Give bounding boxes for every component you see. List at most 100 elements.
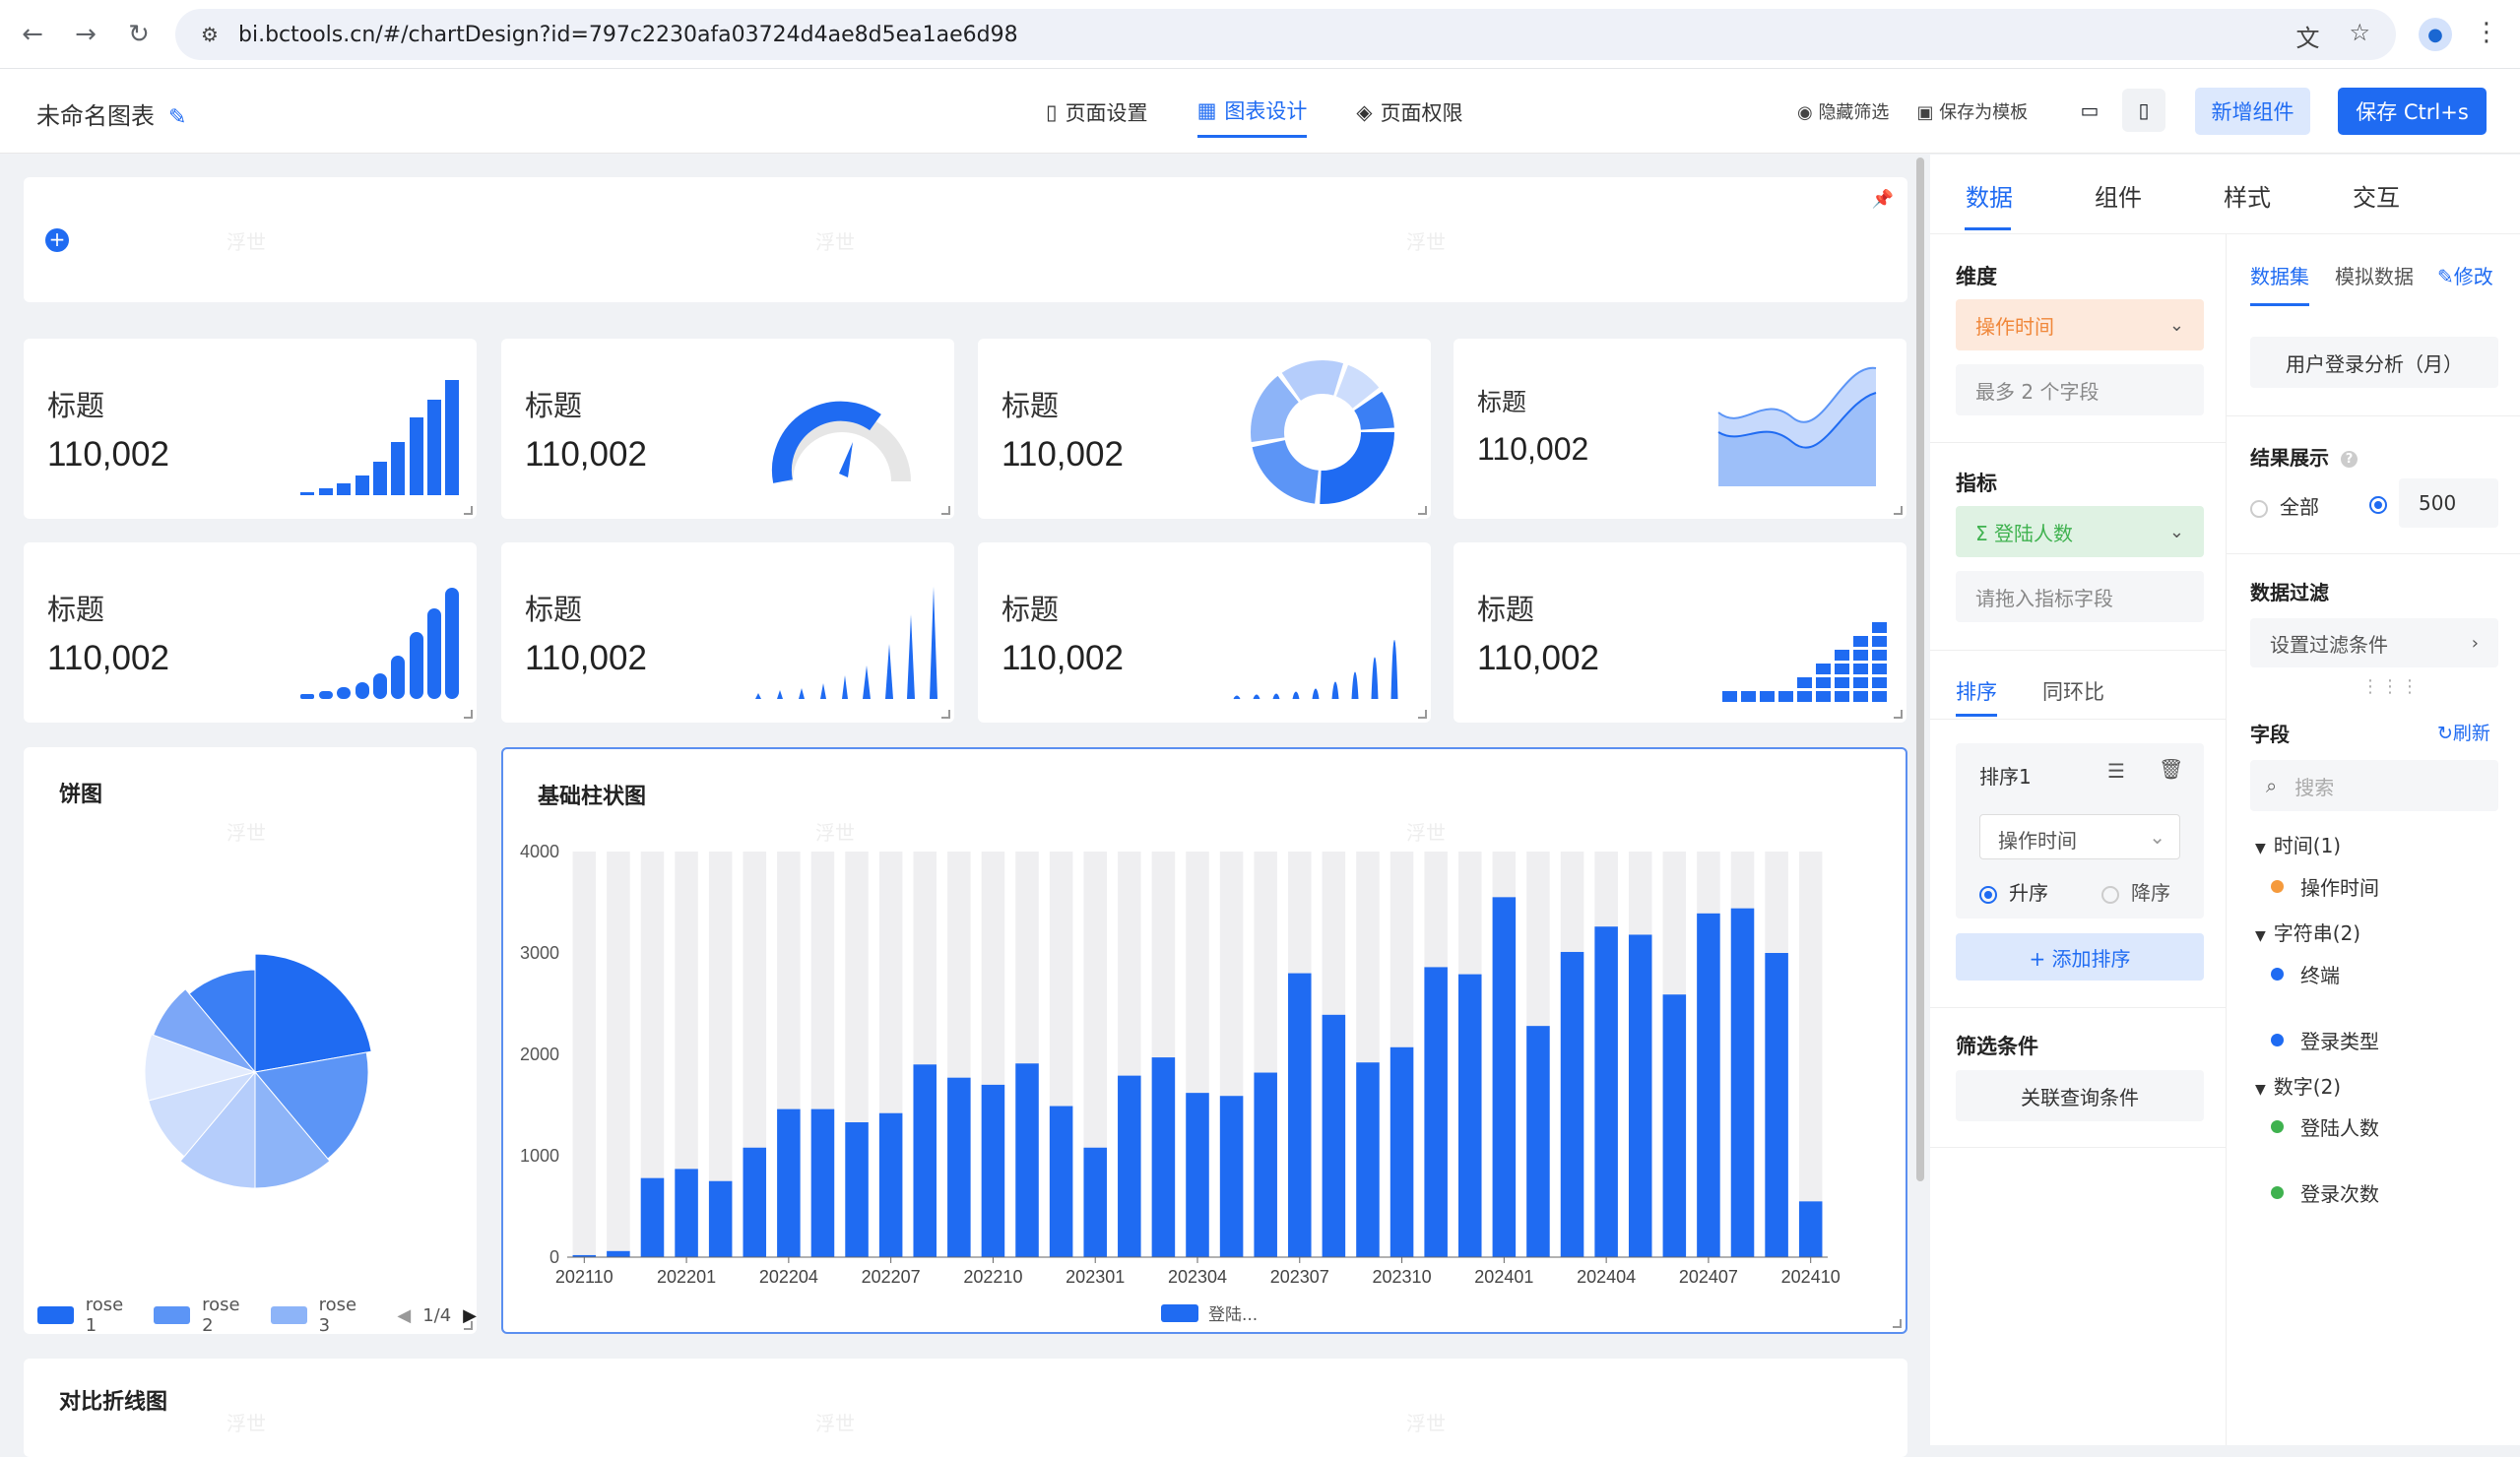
pie-slice[interactable] bbox=[179, 1070, 256, 1189]
sort-order-icon[interactable]: ☰ bbox=[2107, 759, 2125, 783]
bar[interactable] bbox=[1049, 1106, 1073, 1257]
kpi-card[interactable]: 标题 110,002 bbox=[978, 542, 1431, 723]
legend-prev-icon[interactable]: ◀ bbox=[397, 1304, 412, 1326]
bar[interactable] bbox=[1798, 1201, 1823, 1257]
tab-page-settings[interactable]: ▯ 页面设置 bbox=[1046, 95, 1148, 138]
field-group-time[interactable]: ▼ 时间(1) bbox=[2255, 830, 2341, 858]
kpi-card[interactable]: 标题 110,002 bbox=[978, 339, 1431, 519]
tab-yoy[interactable]: 同环比 bbox=[2042, 680, 2104, 704]
bookmark-star-icon[interactable]: ☆ bbox=[2349, 19, 2370, 46]
edit-name-icon[interactable]: ✎ bbox=[168, 105, 187, 130]
bar-chart-card[interactable]: 基础柱状图 0 1000 2000 3000 4000 202110 202201 20220… bbox=[501, 747, 1907, 1334]
desc-radio[interactable]: 降序 bbox=[2101, 877, 2170, 906]
translate-icon[interactable]: 文 bbox=[2295, 25, 2320, 52]
bar[interactable] bbox=[1730, 908, 1755, 1257]
legend-item[interactable]: rose 2 bbox=[202, 1295, 240, 1336]
url-text[interactable]: bi.bctools.cn/#/chartDesign?id=797c2230a… bbox=[238, 22, 1018, 47]
sort-field-select[interactable]: 操作时间 ⌄ bbox=[1979, 814, 2180, 859]
asc-radio[interactable]: 升序 bbox=[1979, 877, 2048, 906]
dimension-field[interactable]: 操作时间 ⌄ bbox=[1956, 299, 2204, 350]
mobile-view-icon[interactable]: ▯ bbox=[2122, 89, 2165, 132]
kpi-card[interactable]: 标题 110,002 bbox=[501, 542, 954, 723]
bar[interactable] bbox=[708, 1180, 733, 1257]
site-settings-icon[interactable]: ⚙ bbox=[201, 23, 219, 46]
add-component-button[interactable]: 新增组件 bbox=[2195, 88, 2310, 135]
bar[interactable] bbox=[1288, 973, 1312, 1257]
browser-menu-icon[interactable]: ⋮ bbox=[2474, 18, 2499, 47]
kpi-card[interactable]: 标题 110,002 bbox=[1454, 542, 1906, 723]
bar[interactable] bbox=[1526, 1026, 1550, 1257]
field-item[interactable]: 操作时间 bbox=[2271, 872, 2379, 901]
save-template-button[interactable]: ▣ 保存为模板 bbox=[1916, 98, 2028, 124]
resize-handle[interactable] bbox=[941, 506, 950, 515]
edit-dataset-button[interactable]: ✎修改 bbox=[2437, 261, 2493, 289]
bar[interactable] bbox=[777, 1109, 801, 1257]
field-group-string[interactable]: ▼ 字符串(2) bbox=[2255, 918, 2360, 946]
pie-slice[interactable] bbox=[254, 1070, 331, 1189]
tab-component[interactable]: 组件 bbox=[2095, 184, 2142, 212]
address-bar[interactable]: ⚙ bi.bctools.cn/#/chartDesign?id=797c223… bbox=[175, 9, 2396, 60]
field-item[interactable]: 登陆人数 bbox=[2271, 1112, 2379, 1141]
bar[interactable] bbox=[1594, 926, 1618, 1257]
kpi-card[interactable]: 标题 110,002 bbox=[1454, 339, 1906, 519]
resize-handle[interactable] bbox=[1893, 1319, 1902, 1328]
bar[interactable] bbox=[1186, 1093, 1209, 1257]
bar[interactable] bbox=[1389, 1046, 1414, 1257]
tab-dataset[interactable]: 数据集 bbox=[2250, 261, 2309, 306]
save-button[interactable]: 保存 Ctrl+s bbox=[2338, 88, 2487, 135]
field-group-number[interactable]: ▼ 数字(2) bbox=[2255, 1071, 2341, 1100]
bar[interactable] bbox=[1015, 1063, 1039, 1257]
bar[interactable] bbox=[675, 1169, 698, 1257]
dimension-dropzone[interactable]: 最多 2 个字段 bbox=[1956, 364, 2204, 415]
bar[interactable] bbox=[1697, 913, 1720, 1257]
profile-avatar-icon[interactable]: ● bbox=[2419, 18, 2452, 51]
line-chart-card[interactable]: 对比折线图 bbox=[24, 1359, 1907, 1457]
pie-slice[interactable] bbox=[254, 1051, 369, 1160]
result-all-radio[interactable]: 全部 bbox=[2250, 491, 2319, 520]
bar[interactable] bbox=[1322, 1014, 1346, 1257]
field-item[interactable]: 登录次数 bbox=[2271, 1178, 2379, 1207]
kpi-card[interactable]: 标题 110,002 bbox=[24, 339, 477, 519]
pie-slice[interactable] bbox=[144, 1034, 257, 1102]
bar[interactable] bbox=[1219, 1096, 1244, 1257]
bar[interactable] bbox=[1560, 951, 1584, 1257]
bar[interactable] bbox=[1628, 934, 1652, 1257]
bar[interactable] bbox=[1424, 967, 1448, 1257]
result-limit-input[interactable]: 500 bbox=[2399, 478, 2498, 528]
dataset-select[interactable]: 用户登录分析（月） bbox=[2250, 337, 2498, 388]
bar[interactable] bbox=[1151, 1057, 1176, 1257]
refresh-button[interactable]: ↻刷新 bbox=[2437, 719, 2490, 745]
bar[interactable] bbox=[845, 1122, 869, 1257]
bar[interactable] bbox=[1356, 1062, 1380, 1257]
resize-handle[interactable] bbox=[1418, 710, 1427, 719]
tab-sort[interactable]: 排序 bbox=[1956, 676, 1997, 717]
help-icon[interactable]: ? bbox=[2341, 451, 2358, 468]
pin-icon[interactable]: 📌 bbox=[1871, 189, 1894, 210]
tab-mock-data[interactable]: 模拟数据 bbox=[2335, 265, 2414, 288]
resize-handle[interactable] bbox=[1894, 710, 1903, 719]
result-limit-radio[interactable] bbox=[2369, 494, 2399, 514]
bar[interactable] bbox=[640, 1177, 665, 1257]
hide-filter-button[interactable]: ◉ 隐藏筛选 bbox=[1797, 98, 1889, 124]
tab-style[interactable]: 样式 bbox=[2224, 184, 2271, 212]
add-filter-icon[interactable]: + bbox=[45, 228, 69, 252]
field-item[interactable]: 登录类型 bbox=[2271, 1026, 2379, 1054]
bar[interactable] bbox=[878, 1112, 903, 1257]
bar[interactable] bbox=[572, 1254, 597, 1257]
legend-next-icon[interactable]: ▶ bbox=[463, 1304, 478, 1326]
add-sort-button[interactable]: + 添加排序 bbox=[1956, 933, 2204, 981]
bar[interactable] bbox=[810, 1109, 835, 1257]
metric-dropzone[interactable]: 请拖入指标字段 bbox=[1956, 571, 2204, 622]
bar[interactable] bbox=[1118, 1075, 1141, 1257]
canvas-scrollbar[interactable] bbox=[1916, 158, 1924, 1181]
forward-icon[interactable]: → bbox=[75, 20, 97, 49]
resize-handle[interactable] bbox=[464, 1321, 473, 1330]
bar[interactable] bbox=[607, 1250, 630, 1257]
bar[interactable] bbox=[743, 1147, 767, 1257]
bar[interactable] bbox=[1765, 953, 1788, 1257]
pie-slice[interactable] bbox=[188, 969, 256, 1074]
resize-handle[interactable] bbox=[464, 506, 473, 515]
legend-item[interactable]: 登陆... bbox=[1208, 1305, 1259, 1325]
bar[interactable] bbox=[1083, 1147, 1107, 1257]
back-icon[interactable]: ← bbox=[22, 20, 43, 49]
